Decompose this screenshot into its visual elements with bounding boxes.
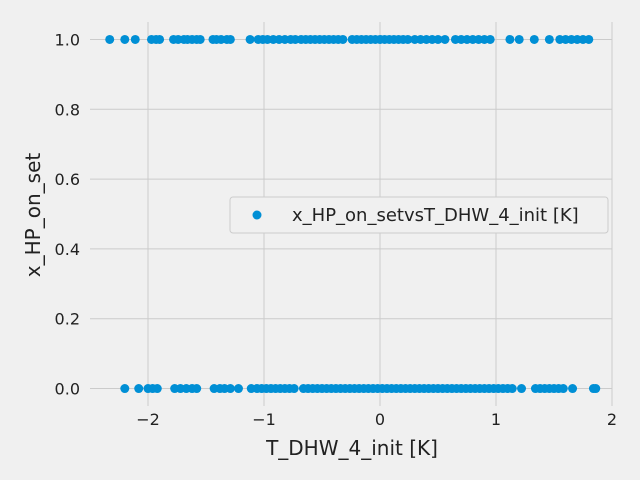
y-axis-label: x_HP_on_set — [21, 153, 45, 278]
data-point — [544, 34, 554, 44]
data-point — [529, 34, 539, 44]
x-tick-label: −2 — [136, 410, 160, 429]
data-point — [155, 34, 165, 44]
data-point — [225, 384, 235, 394]
y-tick-label: 0.8 — [55, 100, 80, 119]
data-point — [192, 384, 202, 394]
data-point — [505, 34, 515, 44]
data-point — [120, 384, 130, 394]
data-point — [289, 384, 299, 394]
y-tick-label: 0.2 — [55, 310, 80, 329]
data-point — [584, 34, 594, 44]
y-tick-label: 0.6 — [55, 170, 80, 189]
y-tick-label: 0.4 — [55, 240, 80, 259]
x-axis-label: T_DHW_4_init [K] — [265, 436, 438, 460]
data-point — [514, 34, 524, 44]
x-tick-label: 0 — [375, 410, 385, 429]
legend: x_HP_on_setvsT_DHW_4_init [K] — [229, 196, 609, 234]
data-point — [245, 34, 255, 44]
x-tick-labels: −2 −1 0 1 2 — [136, 410, 617, 429]
data-point — [558, 384, 568, 394]
x-tick-label: 2 — [607, 410, 617, 429]
data-point — [134, 384, 144, 394]
x-tick-label: −1 — [252, 410, 276, 429]
data-point — [338, 34, 348, 44]
data-point — [507, 384, 517, 394]
y-tick-labels: 0.0 0.2 0.4 0.6 0.8 1.0 — [55, 30, 80, 398]
legend-entry-label: x_HP_on_setvsT_DHW_4_init [K] — [292, 205, 579, 226]
data-point — [195, 34, 205, 44]
data-point — [403, 34, 413, 44]
data-points — [105, 34, 601, 394]
data-point — [485, 34, 495, 44]
data-point — [120, 34, 130, 44]
x-tick-label: 1 — [491, 410, 501, 429]
legend-marker-icon — [252, 210, 262, 220]
data-point — [568, 384, 578, 394]
y-tick-label: 1.0 — [55, 30, 80, 49]
data-point — [591, 384, 601, 394]
data-point — [517, 384, 527, 394]
data-point — [433, 34, 443, 44]
data-point — [152, 384, 162, 394]
data-point — [225, 34, 235, 44]
data-point — [233, 384, 243, 394]
data-point — [130, 34, 140, 44]
legend-box — [229, 196, 609, 234]
data-point — [105, 34, 115, 44]
data-point — [440, 34, 450, 44]
y-tick-label: 0.0 — [55, 380, 80, 399]
